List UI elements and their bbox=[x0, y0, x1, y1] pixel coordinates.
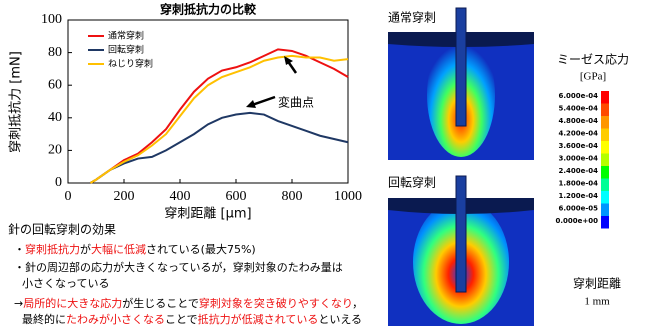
needle bbox=[456, 176, 466, 292]
t: 穿刺抵抗力 bbox=[25, 242, 80, 256]
t: たわみが小さくなる bbox=[66, 312, 165, 326]
legend-label: ねじり穿刺 bbox=[108, 58, 153, 70]
series-line bbox=[90, 113, 348, 183]
x-tick-label: 1000 bbox=[334, 189, 362, 204]
colorbar-label: 2.400e-04 bbox=[558, 167, 598, 175]
arrow-head bbox=[246, 100, 256, 108]
note: 小さくなっている bbox=[22, 277, 109, 290]
colorbar-label: 5.400e-04 bbox=[558, 105, 598, 113]
notes-heading: 針の回転穿刺の効果 bbox=[8, 222, 116, 237]
colorbar-swatch bbox=[601, 116, 609, 129]
t: 抵抗力が低減されている bbox=[198, 312, 319, 326]
colorbar-swatch bbox=[601, 91, 609, 104]
t: 穿刺対象を突き破りやすくなり bbox=[199, 296, 352, 310]
x-tick-label: 800 bbox=[282, 189, 303, 204]
distance-label: 穿刺距離 bbox=[573, 276, 621, 291]
y-tick-label: 60 bbox=[48, 77, 62, 92]
y-tick-label: 80 bbox=[48, 45, 62, 60]
legend-title: ミーゼス応力 bbox=[557, 53, 629, 67]
annotation: 変曲点 bbox=[278, 95, 314, 110]
t: ・ bbox=[14, 243, 25, 256]
y-tick-label: 0 bbox=[55, 175, 62, 190]
colorbar-label: 3.600e-04 bbox=[558, 142, 598, 150]
y-tick-label: 20 bbox=[48, 143, 62, 158]
colorbar-label: 4.200e-04 bbox=[558, 130, 598, 138]
x-tick-label: 0 bbox=[65, 189, 72, 204]
t: 局所的に大きな応力 bbox=[23, 296, 122, 310]
needle bbox=[456, 8, 466, 126]
t: 最終的に bbox=[22, 312, 66, 326]
colorbar-label: 4.800e-04 bbox=[558, 117, 598, 125]
colorbar-swatch bbox=[601, 104, 609, 117]
image-label: 通常穿刺 bbox=[388, 10, 436, 25]
colorbar-label: 6.000e-04 bbox=[558, 92, 598, 100]
colorbar-swatch bbox=[601, 204, 609, 217]
note: ・穿刺抵抗力が大幅に低減されている(最大75%) bbox=[14, 242, 256, 256]
t: → bbox=[14, 297, 23, 310]
chart-title: 穿刺抵抗力の比較 bbox=[160, 2, 257, 17]
colorbar-swatch bbox=[601, 191, 609, 204]
t: ， bbox=[352, 297, 363, 310]
x-tick-label: 400 bbox=[170, 189, 191, 204]
colorbar-label: 1.800e-04 bbox=[558, 180, 598, 188]
x-tick-label: 200 bbox=[114, 189, 135, 204]
t: ことで bbox=[165, 313, 198, 326]
arrow bbox=[252, 97, 275, 105]
x-axis-label: 穿刺距離 [μm] bbox=[164, 206, 251, 222]
t: されている(最大75%) bbox=[146, 242, 256, 256]
colorbar-swatch bbox=[601, 154, 609, 167]
distance-value: 1 mm bbox=[584, 296, 610, 308]
t: が生じることで bbox=[122, 296, 199, 310]
colorbar-label: 0.000e+00 bbox=[556, 217, 599, 225]
slide: 穿刺抵抗力の比較 穿刺距離 [μm] 穿刺抵抗力 [mN] 0 20 40 60 80 1… bbox=[0, 0, 661, 327]
t: といえる bbox=[318, 313, 362, 326]
colorbar-swatch bbox=[601, 129, 609, 142]
t: 大幅に低減 bbox=[91, 242, 146, 256]
note: →局所的に大きな応力が生じることで穿刺対象を突き破りやすくなり， bbox=[14, 296, 363, 310]
legend-label: 回転穿刺 bbox=[108, 44, 144, 56]
colorbar-swatch bbox=[601, 166, 609, 179]
legend-unit: [GPa] bbox=[580, 71, 606, 83]
colorbar-label: 3.000e-04 bbox=[558, 155, 598, 163]
colorbar-label: 6.000e-05 bbox=[558, 205, 598, 213]
colorbar-swatch bbox=[601, 216, 609, 229]
x-tick-label: 600 bbox=[226, 189, 247, 204]
image-label: 回転穿刺 bbox=[388, 175, 436, 190]
note: 最終的にたわみが小さくなることで抵抗力が低減されているといえる bbox=[22, 312, 362, 326]
t: が bbox=[80, 242, 91, 256]
y-tick-label: 40 bbox=[48, 110, 62, 125]
colorbar-label: 1.200e-04 bbox=[558, 192, 598, 200]
note: ・針の周辺部の応力が大きくなっているが，穿刺対象のたわみ量は bbox=[14, 260, 343, 274]
colorbar-swatch bbox=[601, 141, 609, 154]
colorbar-swatch bbox=[601, 179, 609, 192]
y-tick-label: 100 bbox=[41, 12, 62, 27]
legend-label: 通常穿刺 bbox=[108, 30, 144, 42]
y-axis-label: 穿刺抵抗力 [mN] bbox=[8, 51, 24, 153]
notes: 針の回転穿刺の効果 ・穿刺抵抗力が大幅に低減されている(最大75%) ・針の周辺… bbox=[8, 222, 363, 327]
